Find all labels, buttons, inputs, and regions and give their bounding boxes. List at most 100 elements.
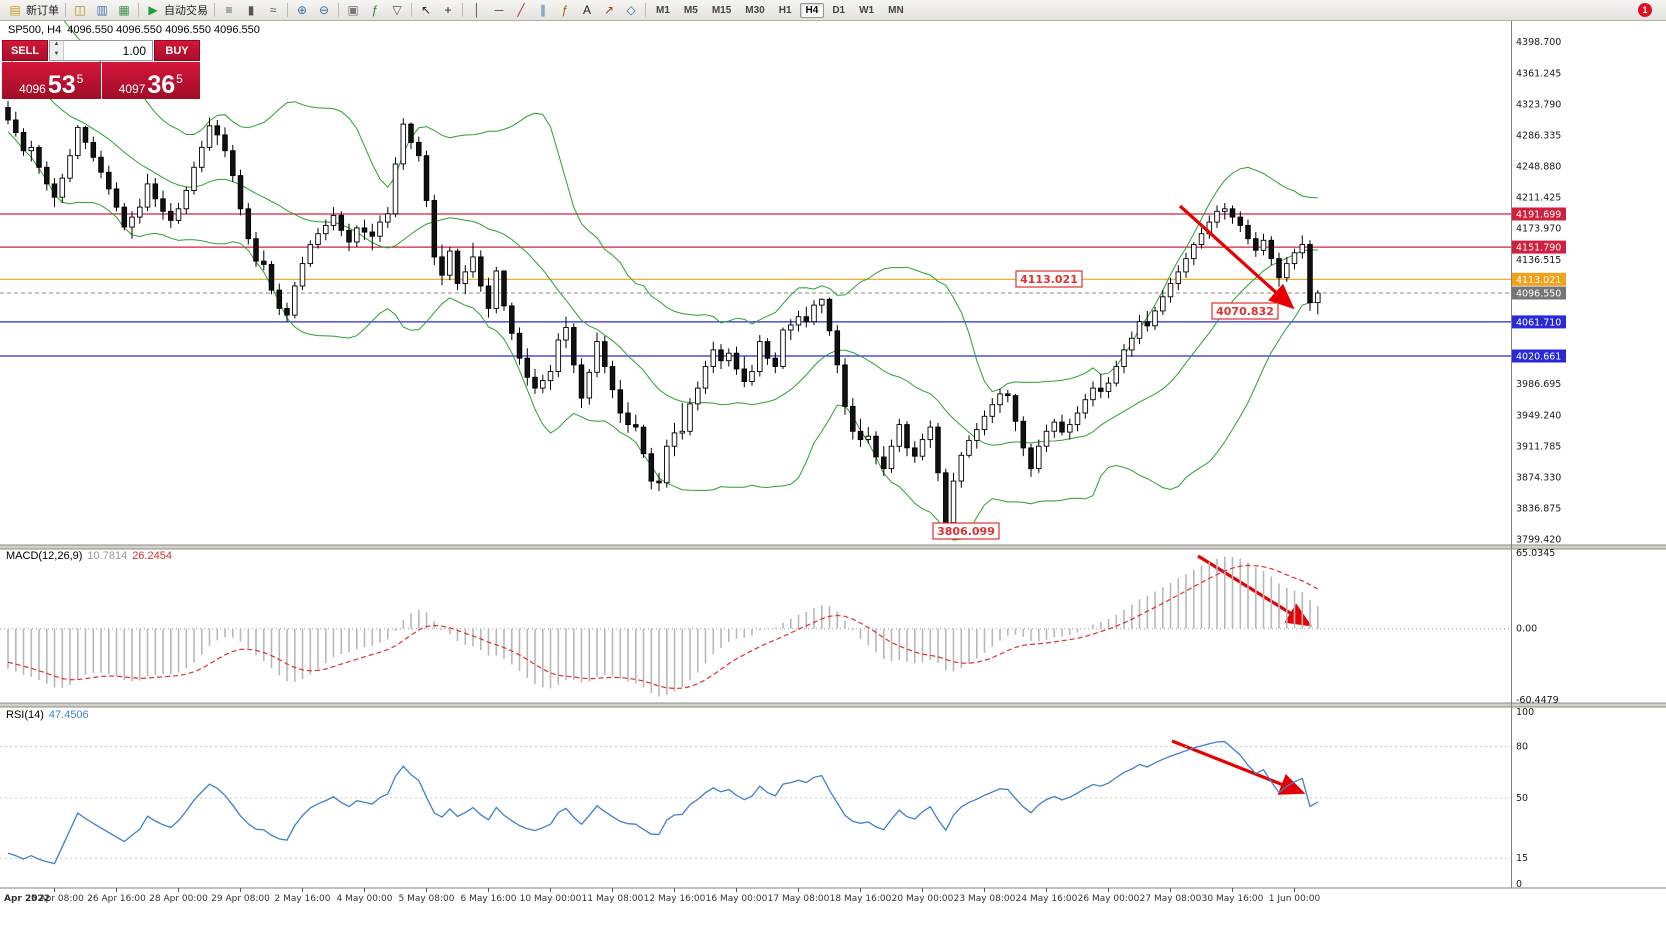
svg-text:27 May 08:00: 27 May 08:00 (1140, 894, 1202, 904)
svg-text:3911.785: 3911.785 (1516, 441, 1561, 452)
svg-text:-60.4479: -60.4479 (1516, 695, 1559, 706)
svg-text:6 May 16:00: 6 May 16:00 (461, 894, 517, 904)
zoom-out-icon[interactable]: ⊖ (318, 3, 330, 17)
shapes-icon[interactable]: ◇ (626, 3, 636, 17)
svg-text:4173.970: 4173.970 (1516, 224, 1561, 235)
svg-text:25 Apr 08:00: 25 Apr 08:00 (25, 894, 84, 904)
tile-windows-icon[interactable]: ▣ (347, 3, 359, 17)
svg-text:4286.335: 4286.335 (1516, 131, 1561, 142)
bollinger-bands (7, 20, 1318, 541)
volume-spinner[interactable]: ▲ ▼ (50, 41, 64, 60)
line-chart-icon[interactable]: ≈ (269, 3, 277, 17)
chart-window-icon[interactable]: ◫ (74, 3, 86, 17)
profiles-icon[interactable]: ▥ (96, 3, 108, 17)
volume-down-icon[interactable]: ▼ (50, 50, 63, 60)
svg-text:5 May 08:00: 5 May 08:00 (399, 894, 455, 904)
new-order-label[interactable]: 新订单 (26, 5, 59, 17)
svg-text:1 Jun 00:00: 1 Jun 00:00 (1269, 894, 1321, 904)
svg-text:80: 80 (1516, 741, 1528, 752)
buy-price-point: 5 (176, 72, 183, 86)
channel-icon[interactable]: ∥ (540, 3, 546, 17)
tf-button-MN[interactable]: MN (888, 4, 904, 16)
arrow-tool-icon[interactable]: ↗ (603, 3, 615, 17)
templates-icon[interactable]: ▽ (392, 3, 402, 17)
macd-label: MACD(12,26,9) (6, 550, 83, 562)
candlestick-chart-icon[interactable]: ▮ (247, 3, 255, 17)
sell-price-point: 5 (76, 72, 84, 86)
zoom-in-icon[interactable]: ⊕ (296, 3, 308, 17)
sell-price-panel[interactable]: 4096 53 5 (2, 62, 101, 99)
svg-text:4113.021: 4113.021 (1516, 275, 1561, 286)
new-order-icon[interactable]: ▤ (9, 3, 21, 17)
volume-control: ▲ ▼ (49, 40, 153, 61)
volume-up-icon[interactable]: ▲ (50, 41, 63, 51)
autotrading-label[interactable]: 自动交易 (164, 5, 208, 17)
tf-button-H1[interactable]: H1 (778, 4, 792, 16)
svg-text:4020.661: 4020.661 (1516, 352, 1561, 363)
svg-text:0.00: 0.00 (1516, 624, 1537, 635)
tf-button-M5[interactable]: M5 (683, 4, 698, 16)
svg-text:23 May 08:00: 23 May 08:00 (954, 894, 1016, 904)
svg-text:4361.245: 4361.245 (1516, 68, 1561, 79)
toolbar-separator (462, 3, 463, 17)
candles-layer (5, 100, 1321, 535)
autotrading-icon[interactable]: ▶ (148, 3, 158, 17)
crosshair-icon[interactable]: + (444, 3, 452, 17)
volume-input[interactable] (64, 41, 152, 60)
svg-text:4248.880: 4248.880 (1516, 162, 1561, 173)
notification-badge[interactable]: 1 (1638, 3, 1652, 17)
macd-indicator-header: MACD(12,26,9) 10.7814 26.2454 (6, 550, 172, 562)
chart-ohlc-values: 4096.550 4096.550 4096.550 4096.550 (67, 24, 260, 36)
svg-text:3874.330: 3874.330 (1516, 473, 1561, 484)
toolbar-separator (338, 3, 339, 17)
macd-panel (0, 556, 1511, 697)
svg-text:30 May 16:00: 30 May 16:00 (1202, 894, 1264, 904)
svg-text:4323.790: 4323.790 (1516, 99, 1561, 110)
chart-symbol-label: SP500, H4 (8, 24, 62, 36)
horizontal-level-lines[interactable] (0, 213, 1511, 357)
tf-button-M1[interactable]: M1 (656, 4, 670, 16)
svg-text:18 May 16:00: 18 May 16:00 (830, 894, 892, 904)
tf-button-D1[interactable]: D1 (832, 4, 846, 16)
svg-text:26 May 00:00: 26 May 00:00 (1078, 894, 1140, 904)
sell-button[interactable]: SELL (2, 40, 48, 61)
cursor-icon[interactable]: ↖ (420, 3, 432, 17)
sell-price-pips: 53 (47, 71, 76, 99)
svg-text:15: 15 (1516, 853, 1528, 864)
tf-button-M30[interactable]: M30 (745, 4, 765, 16)
text-icon[interactable]: A (582, 3, 591, 17)
navigator-icon[interactable]: ▦ (118, 3, 130, 17)
svg-text:Apr 2022: Apr 2022 (4, 894, 50, 904)
svg-text:3949.240: 3949.240 (1516, 410, 1561, 421)
toolbar-separator (645, 3, 646, 17)
fibonacci-icon[interactable]: ƒ (561, 3, 569, 17)
svg-text:11 May 08:00: 11 May 08:00 (582, 894, 644, 904)
svg-text:4 May 00:00: 4 May 00:00 (337, 894, 393, 904)
buy-button[interactable]: BUY (154, 40, 200, 61)
toolbar-separator (287, 3, 288, 17)
horizontal-line-icon[interactable]: ─ (494, 3, 504, 17)
tf-button-W1[interactable]: W1 (859, 4, 875, 16)
macd-signal-value: 26.2454 (132, 550, 172, 562)
vertical-line-icon[interactable]: │ (473, 3, 481, 17)
buy-price-panel[interactable]: 4097 36 5 (101, 62, 200, 99)
chart-ohlc-header: SP500, H4 4096.550 4096.550 4096.550 4096… (8, 24, 260, 36)
svg-text:17 May 08:00: 17 May 08:00 (768, 894, 830, 904)
price-label-boxes[interactable]: 4113.021 4070.832 3806.099 (932, 270, 1279, 540)
sell-price-big-figure: 4096 (19, 82, 46, 96)
trendline-icon[interactable]: ╱ (517, 3, 525, 17)
svg-text:65.0345: 65.0345 (1516, 548, 1555, 559)
price-axis[interactable]: 4398.700 4361.245 4323.790 4286.335 4248.880… (1511, 20, 1567, 890)
svg-text:4151.790: 4151.790 (1516, 243, 1561, 254)
tf-button-H4[interactable]: H4 (799, 2, 825, 18)
indicators-icon[interactable]: ƒ (371, 3, 379, 17)
panel-separator[interactable] (0, 703, 1666, 707)
bar-chart-icon[interactable]: ≡ (225, 3, 233, 17)
main-toolbar: ▤ 新订单 ◫ ▥ ▦ ▶ 自动交易 ≡ ▮ ≈ ⊕ ⊖ ▣ ƒ ▽ ↖ + │ ─ ╱ ∥ ƒ A ↗ ◇ M1 M5 M15 M30… (0, 0, 1666, 21)
svg-text:29 Apr 08:00: 29 Apr 08:00 (211, 894, 270, 904)
svg-text:4113.021: 4113.021 (1020, 273, 1078, 286)
tf-button-M15[interactable]: M15 (711, 4, 732, 16)
panel-separator[interactable] (0, 545, 1666, 549)
